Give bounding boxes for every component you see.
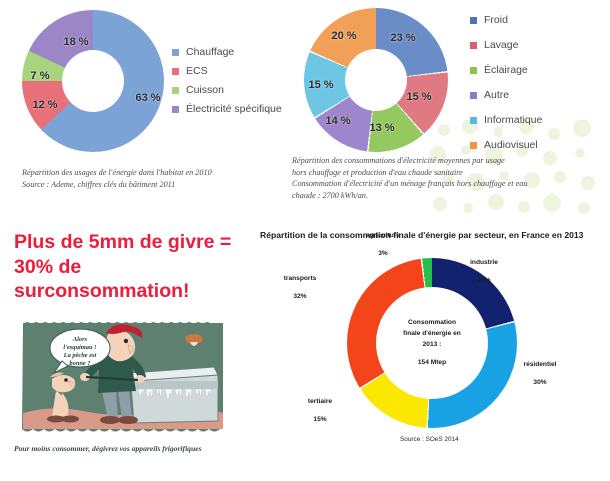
habitat-donut-ring (22, 10, 164, 152)
sector-label-agriculture-name: agriculture (365, 231, 401, 239)
final-energy-by-sector-panel: Répartition de la consommation finale d'… (252, 222, 610, 481)
electricity-legend-label-autre: Autre (484, 89, 510, 101)
sector-chart-title: Répartition de la consommation finale d'… (260, 230, 584, 240)
sector-label-residentiel-name: résidentiel (523, 360, 557, 368)
sector-center-total: 154 Mtep (417, 358, 447, 366)
cartoon-mushroom (185, 334, 203, 346)
habitat-legend-swatch-ecs (172, 67, 179, 75)
electricity-legend-label-eclairage: Éclairage (484, 64, 528, 76)
sector-chart-source: Source : SOeS 2014 (400, 436, 459, 443)
speech-bubble: Alors l'esquimau ! La pêche est bonne ? (49, 328, 111, 375)
sector-label-agriculture-value: 3% (378, 249, 388, 257)
habitat-caption: Répartition des usages de l'énergie dans… (22, 168, 212, 189)
sector-label-tertiaire-value: 15% (313, 415, 327, 423)
electricity-donut-ring (304, 8, 448, 152)
electricity-legend-swatch-autre (470, 91, 477, 99)
electricity-label-lavage: 15 % (406, 91, 432, 103)
sector-center-text: Consommation finale d'énergie en 2013 : 1… (385, 318, 479, 369)
sector-label-transports: transports 32% (284, 266, 317, 310)
electricity-legend: Froid Lavage Éclairage Autre Informatiqu… (470, 14, 542, 151)
electricity-legend-item-audiovisuel: Audiovisuel (470, 139, 542, 151)
cartoon-man (80, 324, 146, 424)
sector-label-transports-value: 32% (293, 292, 307, 300)
electricity-legend-label-froid: Froid (484, 14, 508, 26)
sector-label-residentiel-value: 30% (533, 378, 547, 386)
electricity-legend-label-audiovisuel: Audiovisuel (484, 139, 538, 151)
habitat-legend-swatch-chauffage (172, 48, 179, 56)
sector-center-description: Consommation finale d'énergie en 2013 : (403, 318, 461, 348)
habitat-label-ecs: 12 % (32, 99, 58, 111)
speech-bubble-line-1: Alors (72, 336, 88, 343)
sector-donut-hole (376, 287, 488, 399)
electricity-label-eclairage: 13 % (369, 122, 395, 134)
electricity-label-autre: 14 % (325, 115, 351, 127)
electricity-label-informatique: 15 % (308, 79, 334, 91)
sector-donut-chart: Consommation finale d'énergie en 2013 : 1… (347, 258, 517, 428)
sector-label-industrie: industrie 21% (470, 250, 498, 294)
speech-bubble-line-3: La pêche est (63, 352, 97, 359)
habitat-label-chauffage: 63 % (135, 92, 161, 104)
electricity-legend-item-froid: Froid (470, 14, 542, 26)
defrost-heading: Plus de 5mm de givre = 30% de surconsomm… (14, 231, 232, 303)
habitat-legend-label-ecs: ECS (186, 65, 208, 77)
speech-bubble-line-2: l'esquimau ! (63, 344, 97, 351)
habitat-legend-label-electricite-specifique: Électricité spécifique (186, 103, 282, 115)
habitat-legend-item-ecs: ECS (172, 65, 282, 77)
habitat-energy-chart-panel: 63 % 12 % 7 % 18 % Chauffage ECS Cuisson… (0, 0, 282, 215)
electricity-legend-label-lavage: Lavage (484, 39, 519, 51)
sector-label-industrie-name: industrie (470, 258, 498, 266)
electricity-legend-item-lavage: Lavage (470, 39, 542, 51)
habitat-donut-hole (62, 50, 124, 112)
habitat-legend: Chauffage ECS Cuisson Électricité spécif… (172, 46, 282, 122)
defrost-tip-panel: Plus de 5mm de givre = 30% de surconsomm… (0, 222, 252, 481)
sector-label-tertiaire-name: tertiaire (307, 397, 333, 405)
electricity-legend-swatch-informatique (470, 116, 477, 124)
habitat-legend-swatch-electricite-specifique (172, 105, 179, 113)
sector-label-residentiel: résidentiel 30% (524, 352, 557, 396)
defrost-cartoon-illustration: Alors l'esquimau ! La pêche est bonne ? (22, 322, 223, 432)
defrost-cartoon-caption: Pour moins consommer, dégivrez vos appar… (14, 444, 202, 453)
speech-bubble-line-4: bonne ? (69, 360, 90, 367)
habitat-legend-item-chauffage: Chauffage (172, 46, 282, 58)
electricity-caption: Répartition des consommations d'électric… (292, 156, 528, 200)
habitat-legend-label-cuisson: Cuisson (186, 84, 224, 96)
habitat-legend-label-chauffage: Chauffage (186, 46, 235, 58)
electricity-legend-swatch-lavage (470, 41, 477, 49)
habitat-label-cuisson: 7 % (30, 70, 50, 82)
sector-label-tertiaire: tertiaire 15% (308, 389, 332, 433)
sector-label-transports-name: transports (283, 274, 317, 282)
electricity-donut-hole (345, 49, 407, 111)
electricity-legend-swatch-audiovisuel (470, 141, 477, 149)
electricity-legend-item-eclairage: Éclairage (470, 64, 542, 76)
electricity-legend-label-informatique: Informatique (484, 114, 543, 126)
electricity-label-froid: 23 % (390, 32, 416, 44)
electricity-usage-chart-panel: 23 % 15 % 13 % 14 % 15 % 20 % Froid Lava… (282, 0, 610, 215)
cartoon-eskimo (47, 372, 79, 423)
electricity-legend-item-informatique: Informatique (470, 114, 542, 126)
habitat-label-electricite-specifique: 18 % (63, 36, 89, 48)
habitat-legend-item-cuisson: Cuisson (172, 84, 282, 96)
sector-donut-ring (347, 258, 517, 428)
cartoon-freezer (129, 366, 219, 424)
electricity-legend-swatch-eclairage (470, 66, 477, 74)
electricity-legend-swatch-froid (470, 16, 477, 24)
habitat-legend-item-electricite-specifique: Électricité spécifique (172, 103, 282, 115)
sector-label-industrie-value: 21% (477, 276, 491, 284)
sector-label-agriculture: agriculture 3% (366, 223, 400, 267)
habitat-legend-swatch-cuisson (172, 86, 179, 94)
electricity-legend-item-autre: Autre (470, 89, 542, 101)
electricity-label-audiovisuel: 20 % (331, 30, 357, 42)
